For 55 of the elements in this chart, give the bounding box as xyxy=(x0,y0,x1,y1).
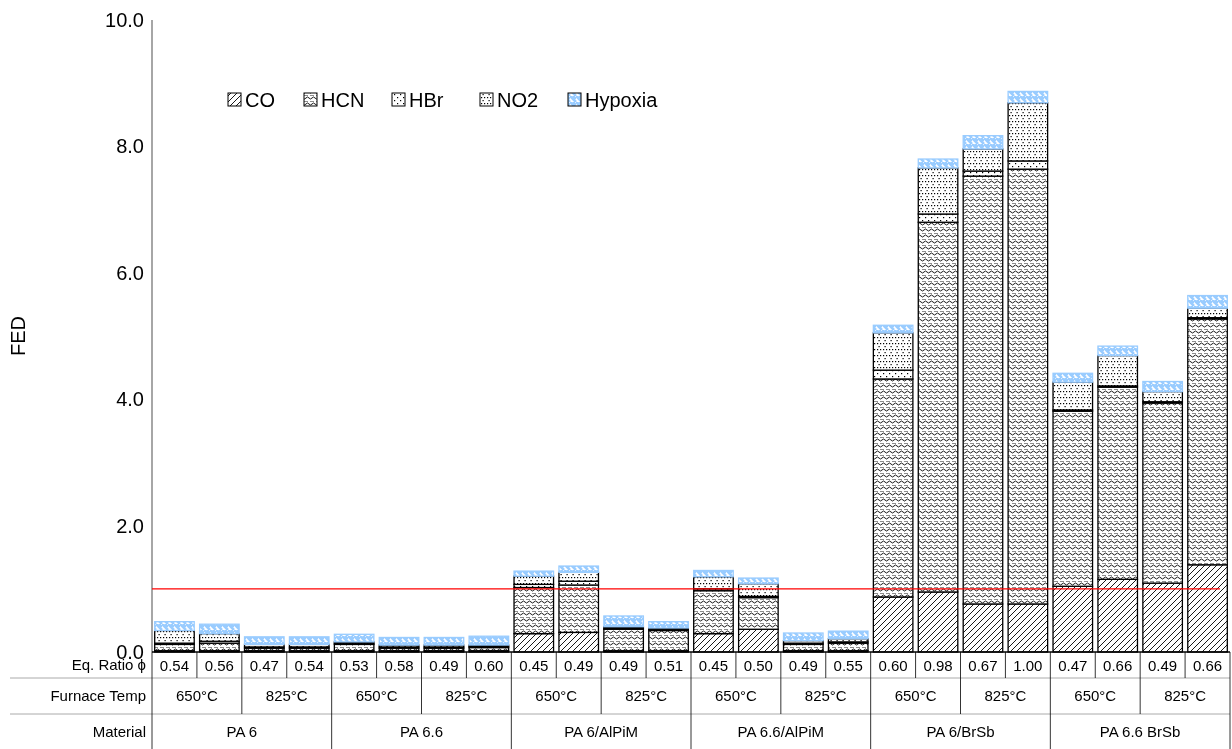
text: PA 6 xyxy=(226,722,258,740)
text: Material xyxy=(92,722,146,740)
x-tick-label: 0.56 xyxy=(204,657,234,675)
x-tick-label: 0.58 xyxy=(384,657,414,675)
text: 825°C xyxy=(265,687,308,705)
legend-label: CO xyxy=(245,89,275,111)
text: 825°C xyxy=(804,687,847,705)
text: 650°C xyxy=(535,687,578,705)
x-tick-label: 0.49 xyxy=(609,657,639,675)
x-tick-label: 0.60 xyxy=(474,657,504,675)
legend-label: NO2 xyxy=(497,89,539,111)
text: 650°C xyxy=(894,687,937,705)
text: 825°C xyxy=(984,687,1027,705)
text: PA 6/AlPiM xyxy=(564,722,639,740)
x-tick-label: 0.49 xyxy=(564,657,594,675)
text: Furnace Temp xyxy=(50,687,146,705)
legend-label: HCN xyxy=(321,89,365,111)
legend-label: Hypoxia xyxy=(585,89,659,111)
y-axis-title: FED xyxy=(7,316,29,356)
text: 825°C xyxy=(625,687,668,705)
y-tick-label: 4.0 xyxy=(116,388,144,411)
text: PA 6/BrSb xyxy=(926,722,995,740)
text: PA 6.6 xyxy=(399,722,444,740)
y-tick-label: 10.0 xyxy=(105,9,144,31)
text: PA 6.6/AlPiM xyxy=(737,722,825,740)
y-tick-label: 8.0 xyxy=(116,135,144,158)
text: 650°C xyxy=(175,687,219,705)
x-tick-label: 0.66 xyxy=(1192,657,1223,675)
x-tick-label: 0.55 xyxy=(833,657,863,675)
x-tick-label: 0.45 xyxy=(698,657,729,675)
legend-label: HBr xyxy=(409,89,444,111)
x-tick-label: 0.98 xyxy=(923,657,953,675)
x-tick-label: 1.00 xyxy=(1013,657,1043,675)
text: 825°C xyxy=(445,687,488,705)
x-tick-label: 0.60 xyxy=(878,657,908,675)
text: PA 6.6 BrSb xyxy=(1099,722,1181,740)
text: 650°C xyxy=(714,687,758,705)
text: 650°C xyxy=(1074,687,1117,705)
x-tick-label: 0.47 xyxy=(1058,657,1088,675)
y-tick-label: 2.0 xyxy=(116,514,144,537)
x-tick-label: 0.45 xyxy=(519,657,549,675)
x-tick-label: 0.49 xyxy=(429,657,459,675)
x-tick-label: 0.47 xyxy=(249,657,279,675)
x-tick-label: 0.49 xyxy=(788,657,818,675)
x-tick-label: 0.51 xyxy=(653,657,684,675)
x-tick-label: 0.54 xyxy=(294,657,324,675)
x-tick-label: 0.50 xyxy=(743,657,773,675)
x-tick-label: 0.49 xyxy=(1148,657,1178,675)
text: 825°C xyxy=(1164,687,1207,705)
x-tick-label: 0.67 xyxy=(968,657,998,675)
x-tick-label: 0.54 xyxy=(159,657,190,675)
x-tick-label: 0.66 xyxy=(1103,657,1133,675)
y-tick-label: 6.0 xyxy=(116,261,144,284)
x-tick-label: 0.53 xyxy=(339,657,369,675)
text: 650°C xyxy=(355,687,398,705)
